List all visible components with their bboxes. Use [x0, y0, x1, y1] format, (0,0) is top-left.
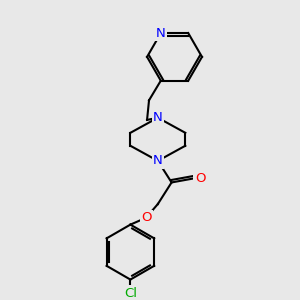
- Text: N: N: [153, 154, 163, 167]
- Text: N: N: [156, 27, 166, 40]
- Text: O: O: [141, 211, 151, 224]
- Text: Cl: Cl: [124, 287, 137, 300]
- Text: N: N: [153, 111, 163, 124]
- Text: O: O: [195, 172, 205, 185]
